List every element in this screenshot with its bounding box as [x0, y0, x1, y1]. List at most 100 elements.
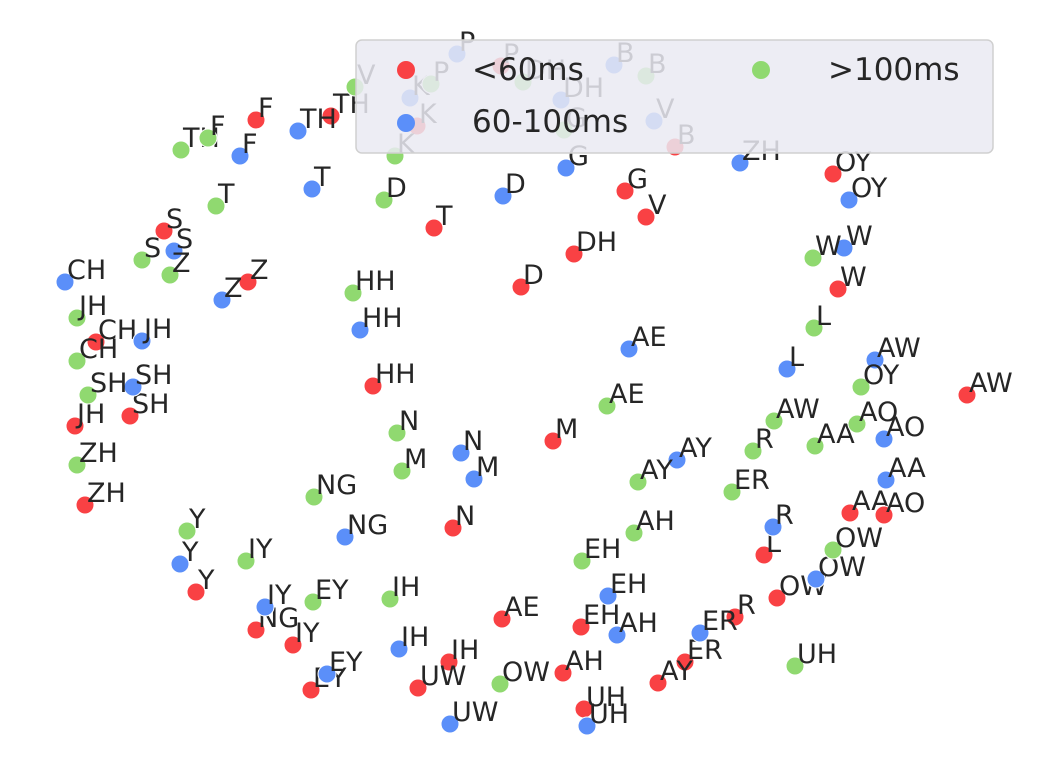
point-label: D: [386, 173, 407, 204]
point-marker: [577, 716, 597, 736]
point-marker: [206, 196, 226, 216]
point-marker: [828, 279, 848, 299]
point-marker: [321, 106, 341, 126]
point-label: F: [242, 129, 258, 160]
point-label: AH: [565, 646, 604, 677]
point-marker: [805, 436, 825, 456]
point-label: AW: [877, 333, 921, 364]
point-marker: [350, 320, 370, 340]
point-marker: [86, 332, 106, 352]
point-label: Z: [224, 273, 243, 304]
point-label: NG: [347, 510, 388, 541]
point-label: AO: [886, 412, 925, 443]
point-label: AY: [660, 656, 693, 687]
point-marker: [154, 221, 174, 241]
point-marker: [343, 283, 363, 303]
point-label: ZH: [87, 478, 126, 509]
point-label: D: [523, 260, 544, 291]
point-label: EH: [583, 600, 620, 631]
point-label: M: [404, 444, 427, 475]
point-label: N: [463, 426, 483, 457]
point-label: AW: [776, 394, 820, 425]
point-label: L: [816, 301, 831, 332]
point-marker: [198, 128, 218, 148]
point-label: AO: [859, 397, 898, 428]
point-marker: [67, 308, 87, 328]
point-marker: [777, 359, 797, 379]
point-label: AW: [969, 368, 1013, 399]
point-label: UH: [797, 639, 837, 670]
point-marker: [823, 540, 843, 560]
point-marker: [408, 678, 428, 698]
point-marker: [230, 146, 250, 166]
point-marker: [317, 664, 337, 684]
point-label: OY: [863, 360, 900, 391]
point-label: D: [505, 169, 526, 200]
point-label: AY: [679, 433, 712, 464]
point-marker: [78, 385, 98, 405]
point-marker: [730, 153, 750, 173]
point-marker: [553, 663, 573, 683]
point-label: AH: [636, 506, 675, 537]
point-marker: [767, 588, 787, 608]
legend-label-60-100: 60-100ms: [472, 104, 628, 140]
point-label: R: [775, 500, 794, 531]
point-label: EH: [610, 569, 647, 600]
point-label: N: [455, 501, 475, 532]
point-marker: [335, 527, 355, 547]
point-label: UW: [420, 661, 466, 692]
point-label: EY: [315, 575, 349, 606]
point-marker: [55, 272, 75, 292]
point-marker: [186, 582, 206, 602]
point-marker: [615, 181, 635, 201]
point-marker: [132, 250, 152, 270]
point-marker: [675, 652, 695, 672]
point-marker: [564, 244, 584, 264]
point-label: HH: [355, 266, 396, 297]
point-label: OW: [502, 657, 550, 688]
point-label: OY: [851, 173, 888, 204]
point-label: JH: [142, 314, 172, 345]
point-marker: [164, 241, 184, 261]
point-marker: [865, 350, 885, 370]
point-marker: [304, 487, 324, 507]
point-label: IH: [392, 572, 420, 603]
point-marker: [67, 455, 87, 475]
point-marker: [65, 416, 85, 436]
point-marker: [120, 406, 140, 426]
point-marker: [451, 443, 471, 463]
point-label: CH: [98, 315, 137, 346]
point-label: L: [789, 342, 804, 373]
point-marker: [363, 376, 383, 396]
point-marker: [511, 277, 531, 297]
point-marker: [543, 431, 563, 451]
point-marker: [628, 472, 648, 492]
point-marker: [648, 673, 668, 693]
point-label: N: [399, 406, 419, 437]
point-marker: [283, 635, 303, 655]
point-marker: [876, 470, 896, 490]
point-marker: [238, 272, 258, 292]
point-label: M: [555, 414, 578, 445]
point-marker: [170, 554, 190, 574]
point-marker: [763, 517, 783, 537]
point-label: AE: [609, 379, 645, 410]
point-label: Y: [188, 504, 206, 535]
point-label: JH: [77, 291, 107, 322]
point-label: OW: [835, 523, 883, 554]
point-label: Y: [197, 565, 215, 596]
point-label: AE: [504, 592, 540, 623]
legend-marker-gt100: [752, 61, 770, 79]
point-marker: [847, 414, 867, 434]
point-label: IH: [451, 635, 479, 666]
point-marker: [624, 523, 644, 543]
point-marker: [288, 121, 308, 141]
point-marker: [464, 469, 484, 489]
point-marker: [743, 441, 763, 461]
point-label: R: [755, 424, 774, 455]
legend-marker-lt60: [397, 61, 415, 79]
point-marker: [806, 569, 826, 589]
point-marker: [160, 265, 180, 285]
point-label: W: [815, 231, 842, 262]
